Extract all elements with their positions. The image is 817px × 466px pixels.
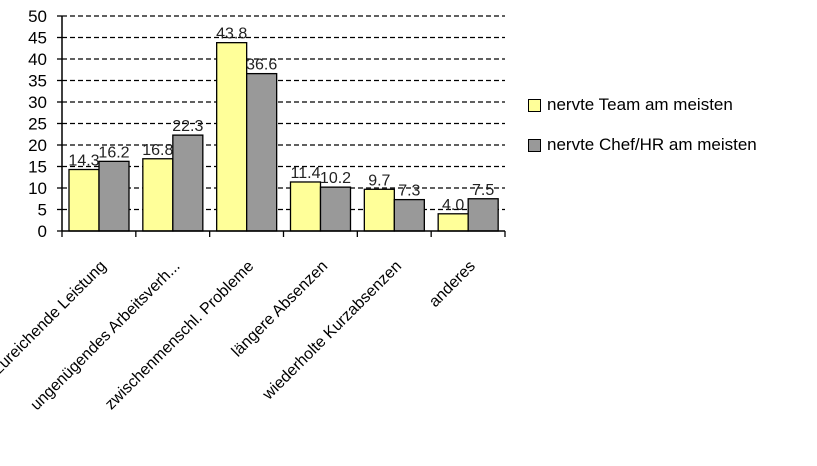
data-label-3-1: 10.2: [320, 170, 351, 187]
bar-1-0: [142, 158, 174, 232]
y-tick-label-5: 5: [38, 201, 47, 220]
bar-1-1: [172, 134, 204, 232]
data-label-5-0: 4.0: [442, 197, 464, 214]
x-category-label-0: unzureichende Leistung: [0, 258, 110, 390]
data-label-0-0: 14.3: [68, 153, 99, 170]
bar-0-0: [68, 168, 100, 232]
x-category-label-1: ungenügendes Arbeitsverh...: [28, 258, 184, 414]
data-label-1-1: 22.3: [172, 118, 203, 135]
x-category-label-5: anderes: [426, 258, 479, 311]
y-tick-label-10: 10: [28, 179, 47, 198]
bar-2-0: [216, 42, 248, 232]
bar-4-1: [393, 198, 425, 232]
data-label-3-0: 11.4: [291, 165, 321, 182]
y-tick-label-45: 45: [28, 29, 47, 48]
legend-label-team: nervte Team am meisten: [547, 95, 733, 114]
bars: [68, 42, 499, 232]
legend-item-chef: nervte Chef/HR am meisten: [528, 134, 757, 156]
data-label-1-0: 16.8: [142, 142, 173, 159]
bar-3-1: [319, 186, 352, 232]
x-category-label-4: wiederholte Kurzabsenzen: [259, 258, 405, 404]
x-category-label-2: zwischenmenschl. Probleme: [102, 258, 257, 413]
data-label-4-1: 7.3: [398, 183, 420, 200]
bar-5-0: [437, 213, 469, 232]
bar-0-1: [98, 160, 130, 232]
data-label-0-1: 16.2: [98, 144, 129, 161]
grid-lines: [62, 15, 505, 211]
y-tick-label-15: 15: [28, 158, 47, 177]
data-labels: 14.316.2 16.8 22.3 43.8 36.6 11.4 10.2 9.7 7.3 4.…: [68, 26, 494, 214]
y-tick-label-20: 20: [28, 136, 47, 155]
y-tick-label-35: 35: [28, 72, 47, 91]
y-tick-label-40: 40: [28, 50, 47, 69]
legend-item-team: nervte Team am meisten: [528, 94, 757, 116]
bar-3-0: [289, 181, 322, 232]
legend-label-chef: nervte Chef/HR am meisten: [547, 135, 757, 154]
legend-swatch-chef: [528, 138, 541, 152]
bar-4-0: [363, 188, 395, 232]
y-tick-label-30: 30: [28, 93, 47, 112]
y-tick-label-50: 50: [28, 7, 47, 26]
data-label-5-1: 7.5: [472, 182, 494, 199]
bar-5-1: [467, 198, 499, 232]
bar-2-1: [246, 72, 278, 232]
data-label-2-0: 43.8: [216, 26, 247, 43]
y-tick-label-0: 0: [38, 222, 47, 241]
legend: nervte Team am meisten nervte Chef/HR am…: [528, 94, 757, 174]
y-axis-ticks: 0 5 10 15 20 25 30 35 40 45 50: [28, 7, 62, 241]
data-label-4-0: 9.7: [368, 172, 390, 189]
y-tick-label-25: 25: [28, 115, 47, 134]
data-label-2-1: 36.6: [246, 57, 277, 74]
legend-swatch-team: [528, 98, 541, 112]
